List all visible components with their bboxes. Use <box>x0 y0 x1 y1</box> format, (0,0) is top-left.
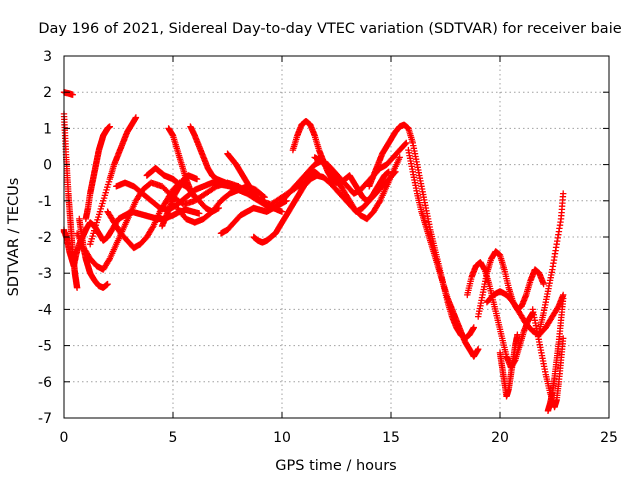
x-tick-label: 25 <box>600 430 618 446</box>
series-arc-10 <box>143 165 181 186</box>
data-point-markers <box>311 154 403 223</box>
chart-title: Day 196 of 2021, Sidereal Day-to-day VTE… <box>38 21 621 37</box>
x-tick-label: 5 <box>169 430 178 446</box>
x-tick-label: 20 <box>491 430 509 446</box>
y-tick-label: 0 <box>43 158 52 174</box>
y-tick-label: -3 <box>38 266 52 282</box>
axis-ticks <box>63 55 610 419</box>
data-layer <box>60 89 567 414</box>
x-tick-label: 15 <box>382 430 400 446</box>
series-arc-23 <box>405 146 482 360</box>
x-tick-label: 10 <box>273 430 291 446</box>
data-point-markers <box>496 331 521 400</box>
data-point-markers <box>87 114 140 248</box>
y-tick-label: 1 <box>43 121 52 137</box>
series-arc-26 <box>483 288 567 338</box>
y-axis-label: SDTVAR / TECUs <box>6 178 22 297</box>
series-arc-30 <box>544 295 567 414</box>
series-arc-27 <box>496 331 521 400</box>
data-point-markers <box>483 288 567 338</box>
data-point-markers <box>60 89 76 98</box>
data-point-markers <box>217 197 290 237</box>
data-point-markers <box>366 121 477 342</box>
y-tick-label: 3 <box>43 49 52 65</box>
y-tick-label: -1 <box>38 194 52 210</box>
data-point-markers <box>536 190 567 335</box>
y-tick-label: -2 <box>38 230 52 246</box>
y-tick-label: -6 <box>38 375 52 391</box>
series-arc-14 <box>187 123 242 190</box>
x-tick-labels: 0 5 10 15 20 25 <box>60 430 618 446</box>
data-point-markers <box>82 123 113 223</box>
data-point-markers <box>224 150 270 208</box>
series-arc-16 <box>224 150 270 208</box>
x-tick-label: 0 <box>60 430 69 446</box>
data-point-markers <box>187 123 242 190</box>
series-arc-7 <box>87 114 140 248</box>
series-arc-15 <box>217 197 290 237</box>
y-tick-label: 2 <box>43 85 52 101</box>
data-point-markers <box>174 183 268 226</box>
y-tick-label: -5 <box>38 339 52 355</box>
data-point-markers <box>165 125 198 201</box>
series-arc-12 <box>165 125 198 201</box>
series-arc-5 <box>82 123 113 223</box>
data-point-markers <box>544 295 567 414</box>
data-point-markers <box>143 165 181 186</box>
data-point-markers <box>405 146 482 360</box>
x-axis-label: GPS time / hours <box>275 458 396 474</box>
y-tick-label: -7 <box>38 411 52 427</box>
y-tick-label: -4 <box>38 302 52 318</box>
series-arc-21 <box>311 154 403 223</box>
series-arc-29 <box>536 190 567 335</box>
series-arc-22 <box>366 121 477 342</box>
series-arc-1 <box>60 89 76 98</box>
y-tick-labels: -7 -6 -5 -4 -3 -2 -1 0 1 2 3 <box>38 49 52 427</box>
series-arc-13 <box>174 183 268 226</box>
